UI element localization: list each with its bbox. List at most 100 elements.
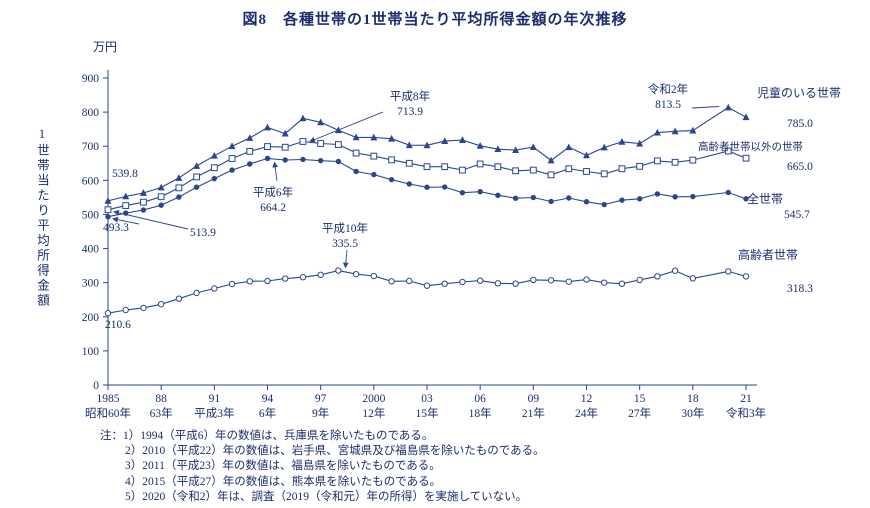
svg-text:03: 03 [421,393,433,405]
open-circle-marker [282,275,289,282]
annotation-text: 平成8年 [390,89,430,103]
triangle-marker [618,138,626,145]
open-circle-marker [423,282,431,289]
open-square-marker [352,149,360,157]
open-circle-marker [406,277,413,285]
series-name-label: 高齢者世帯以外の世帯 [698,140,803,153]
svg-text:18年: 18年 [469,406,492,420]
open-circle-marker [299,274,307,281]
triangle-marker [724,103,732,111]
open-square-marker [600,170,608,178]
open-circle-marker [228,280,236,288]
triangle-marker [671,127,679,135]
open-square-marker [264,143,271,150]
open-circle-marker [459,278,466,286]
triangle-marker [175,174,183,181]
filled-circle-marker [211,175,218,182]
triangle-marker [476,142,484,149]
svg-text:1985: 1985 [97,393,120,405]
series-name-label: 全世帯 [747,191,783,206]
filled-circle-marker [601,201,607,208]
svg-text:24年: 24年 [575,406,598,420]
y-axis-unit-label: 万円 [93,40,118,54]
filled-circle-marker [335,158,342,165]
open-square-marker [157,193,165,201]
series-all-households [105,155,749,220]
annotation-text: 813.5 [655,99,681,111]
open-circle-marker [547,277,555,284]
open-circle-marker [476,277,484,284]
svg-text:18: 18 [687,393,699,405]
open-circle-marker [370,272,378,280]
triangle-marker [228,142,236,150]
annotation-text: 210.6 [105,319,131,331]
filled-circle-marker [264,155,271,162]
triangle-marker [600,143,608,151]
filled-circle-marker [247,161,253,167]
annotation-leader-line [112,216,140,225]
open-square-marker [423,163,431,171]
open-square-marker [228,155,236,162]
open-square-marker [405,159,413,167]
filled-circle-marker [193,184,200,190]
open-circle-marker [725,268,732,275]
svg-text:6年: 6年 [259,406,276,420]
triangle-marker [742,113,750,121]
annotation-text: 713.9 [397,106,423,118]
triangle-marker [423,141,431,149]
triangle-marker [299,114,307,122]
annotation-text: 664.2 [260,202,286,214]
open-square-marker [210,164,218,172]
triangle-marker [388,134,396,142]
filled-circle-marker [619,197,625,203]
open-circle-marker [636,276,643,284]
note-line: 4）2015（平成27）年の数値は、熊本県を除いたものである。 [125,475,442,488]
open-circle-marker [317,271,324,279]
triangle-marker [370,133,378,141]
triangle-marker [458,136,466,143]
notes: 注：1）1994（平成6）年の数値は、兵庫県を除いたものである。 2）2010（… [100,429,545,505]
open-circle-marker [335,267,342,274]
svg-text:06: 06 [474,393,486,405]
open-square-marker [281,143,289,151]
triangle-marker [583,151,590,159]
triangle-marker [689,126,697,134]
open-circle-marker [211,285,218,292]
annotation-text: 539.8 [112,168,138,180]
series-non-elderly [104,138,750,214]
open-square-marker [175,184,183,192]
filled-circle-marker [317,157,324,164]
filled-circle-marker [566,195,572,201]
filled-circle-marker [105,214,111,220]
open-circle-marker [583,276,590,283]
series-elderly [104,267,750,317]
svg-text:300: 300 [82,278,100,290]
note-line: 注：1）1994（平成6）年の数値は、兵庫県を除いたものである。 [100,430,434,442]
figure-title: 図8 各種世帯の1世帯当たり平均所得金額の年次推移 [242,12,628,28]
triangle-marker [281,129,289,137]
series-children [104,103,750,204]
open-square-marker [689,156,697,164]
svg-text:2000: 2000 [362,393,385,405]
open-square-marker [459,166,466,174]
triangle-marker [565,143,573,151]
axes: 01002003004005006007008009001985昭和60年886… [82,70,766,420]
filled-circle-marker [459,189,466,196]
open-square-marker [618,165,626,173]
series-value-label: 785.0 [787,118,813,130]
filled-circle-marker [672,194,678,200]
note-line: 3）2011（平成23）年の数値は、福島県を除いたものである。 [125,460,441,473]
open-square-marker [636,162,644,170]
triangle-marker [210,151,218,159]
triangle-marker [246,134,254,141]
open-square-marker [565,165,573,173]
open-square-marker [476,160,484,168]
triangle-marker [317,118,325,126]
annotation-leader-line [691,106,720,109]
open-square-marker [742,154,750,162]
filled-circle-marker [743,196,749,202]
open-circle-marker [140,304,147,312]
open-square-marker [653,157,661,165]
annotation-text: 平成6年 [253,185,293,199]
